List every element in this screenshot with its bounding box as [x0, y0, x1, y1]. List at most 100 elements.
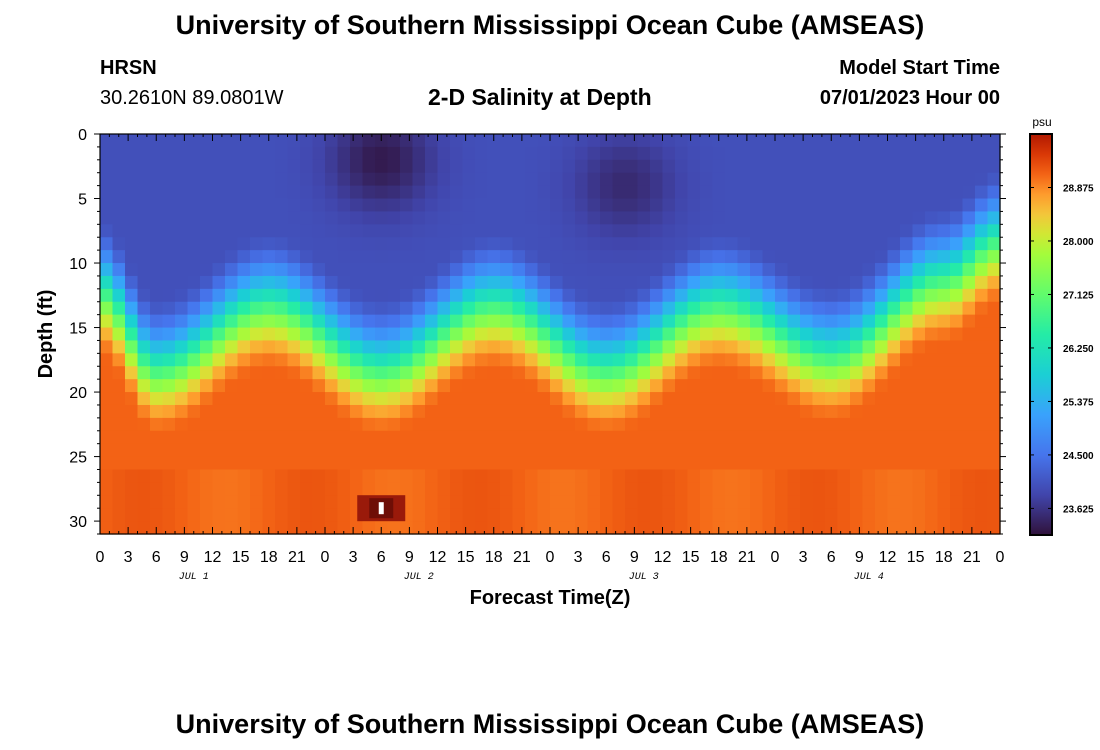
heatmap-cell	[875, 159, 889, 174]
heatmap-cell	[837, 314, 851, 329]
heatmap-cell	[475, 508, 489, 522]
heatmap-cell	[250, 353, 264, 367]
x-tick-label: 3	[124, 549, 133, 566]
heatmap-cell	[175, 185, 189, 200]
heatmap-cell	[587, 469, 601, 483]
heatmap-cell	[662, 443, 676, 458]
heatmap-cell	[125, 288, 139, 303]
heatmap-cell	[512, 430, 526, 445]
heatmap-cell	[837, 211, 851, 225]
heatmap-cell	[462, 146, 476, 161]
heatmap-cell	[987, 495, 1001, 509]
heatmap-cell	[700, 250, 714, 264]
heatmap-cell	[500, 379, 514, 393]
heatmap-cell	[887, 288, 901, 303]
heatmap-cell	[350, 456, 364, 471]
heatmap-cell	[100, 301, 114, 316]
heatmap-cell	[362, 134, 376, 148]
heatmap-cell	[587, 211, 601, 225]
heatmap-cell	[375, 392, 389, 406]
heatmap-cell	[812, 134, 826, 148]
heatmap-cell	[100, 353, 114, 367]
x-tick-label: 18	[485, 549, 503, 566]
heatmap-cell	[800, 392, 814, 406]
heatmap-cell	[675, 263, 689, 277]
heatmap-cell	[237, 134, 251, 148]
heatmap-cell	[437, 237, 451, 251]
heatmap-cell	[137, 327, 151, 342]
heatmap-cell	[887, 456, 901, 471]
heatmap-cell	[975, 159, 989, 174]
heatmap-cell	[737, 443, 751, 458]
heatmap-cell	[887, 250, 901, 264]
heatmap-cell	[950, 275, 964, 290]
heatmap-cell	[262, 482, 276, 496]
heatmap-cell	[925, 198, 939, 213]
colorbar-tick-label: 28.875	[1063, 183, 1094, 194]
heatmap-cell	[375, 237, 389, 251]
heatmap-cell	[400, 469, 414, 483]
heatmap-cell	[775, 443, 789, 458]
heatmap-cell	[837, 508, 851, 522]
heatmap-cell	[387, 482, 401, 496]
heatmap-cell	[275, 392, 289, 406]
heatmap-cell	[737, 379, 751, 393]
heatmap-cell	[400, 275, 414, 290]
heatmap-cell	[400, 443, 414, 458]
heatmap-cell	[962, 443, 976, 458]
heatmap-cell	[737, 275, 751, 290]
heatmap-cell	[975, 379, 989, 393]
heatmap-cell	[750, 314, 764, 329]
heatmap-cell	[825, 366, 839, 380]
heatmap-cell	[275, 340, 289, 354]
heatmap-cell	[137, 146, 151, 161]
heatmap-cell	[500, 224, 514, 238]
heatmap-cell	[237, 392, 251, 406]
heatmap-cell	[875, 185, 889, 200]
heatmap-cell	[512, 495, 526, 509]
heatmap-cell	[987, 353, 1001, 367]
heatmap-cell	[312, 430, 326, 445]
heatmap-cell	[975, 366, 989, 380]
heatmap-cell	[350, 353, 364, 367]
heatmap-cell	[650, 224, 664, 238]
heatmap-cell	[225, 263, 239, 277]
heatmap-cell	[175, 379, 189, 393]
heatmap-cell	[475, 185, 489, 200]
heatmap-cell	[575, 211, 589, 225]
heatmap-cell	[625, 404, 639, 419]
heatmap-cell	[187, 443, 201, 458]
heatmap-cell	[562, 224, 576, 238]
heatmap-cell	[937, 159, 951, 174]
heatmap-cell	[400, 379, 414, 393]
heatmap-cell	[175, 237, 189, 251]
heatmap-cell	[575, 482, 589, 496]
heatmap-cell	[687, 404, 701, 419]
x-tick-label: 0	[771, 549, 780, 566]
heatmap-cell	[787, 469, 801, 483]
heatmap-cell	[650, 172, 664, 187]
heatmap-cell	[425, 443, 439, 458]
heatmap-cell	[750, 134, 764, 148]
heatmap-cell	[275, 379, 289, 393]
heatmap-cell	[775, 237, 789, 251]
heatmap-cell	[100, 250, 114, 264]
heatmap-cell	[425, 508, 439, 522]
heatmap-cell	[762, 417, 776, 432]
heatmap-cell	[550, 417, 564, 432]
heatmap-cell	[475, 366, 489, 380]
heatmap-cell	[512, 288, 526, 303]
heatmap-cell	[600, 430, 614, 445]
heatmap-cell	[537, 379, 551, 393]
heatmap-cell	[512, 443, 526, 458]
heatmap-cell	[862, 404, 876, 419]
heatmap-cell	[937, 263, 951, 277]
heatmap-cell	[150, 469, 164, 483]
heatmap-cell	[237, 469, 251, 483]
heatmap-cell	[550, 275, 564, 290]
heatmap-cell	[637, 417, 651, 432]
heatmap-cell	[200, 353, 214, 367]
heatmap-cell	[937, 288, 951, 303]
heatmap-cell	[862, 430, 876, 445]
heatmap-cell	[837, 430, 851, 445]
